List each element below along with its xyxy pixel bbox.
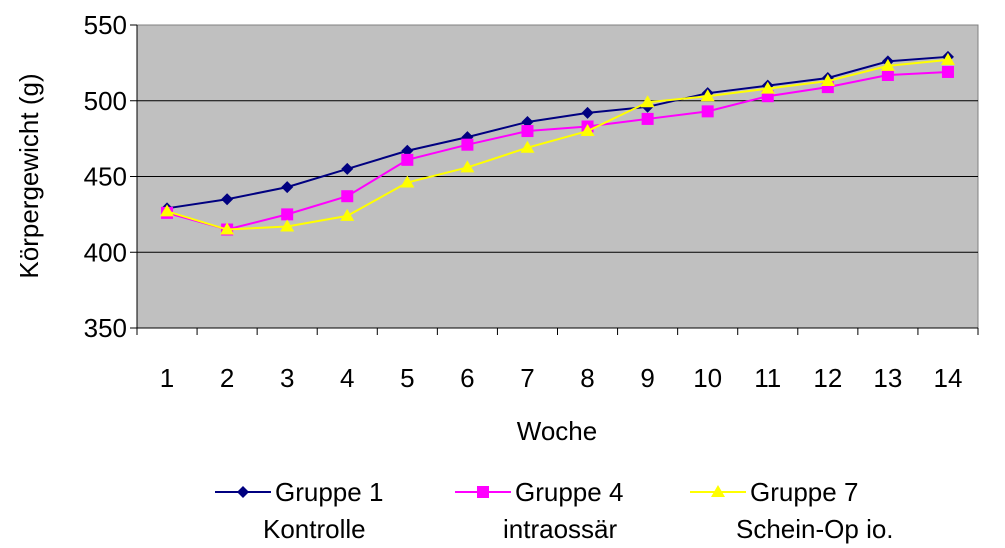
x-tick-label: 1: [160, 363, 174, 393]
data-point-square: [341, 190, 354, 203]
x-tick-label: 3: [280, 363, 294, 393]
legend-item: Gruppe 7 Schein-Op io.: [690, 477, 894, 544]
y-axis-label: Körpergewicht (g): [14, 73, 44, 278]
data-point-triangle: [760, 81, 775, 94]
gridlines: [137, 100, 978, 253]
legend-label: Gruppe 4 intraossär: [503, 477, 623, 544]
data-point-square: [477, 486, 489, 498]
x-tick-label: 5: [400, 363, 414, 393]
x-tick-label: 9: [640, 363, 654, 393]
series-line: [166, 58, 949, 231]
data-point-square: [281, 208, 294, 221]
series-3: [160, 52, 955, 235]
series-line: [166, 70, 949, 231]
data-point-triangle: [640, 95, 655, 108]
legend-item: Gruppe 4 intraossär: [455, 477, 623, 544]
data-point-triangle: [520, 140, 535, 153]
y-axis-ticks: 350 400 450 500 550: [84, 10, 137, 343]
legend-item: Gruppe 1 Kontrolle: [215, 477, 383, 544]
y-tick-label: 350: [84, 313, 127, 343]
data-point-triangle: [820, 74, 835, 87]
x-tick-label: 14: [934, 363, 963, 393]
data-point-triangle: [160, 204, 175, 217]
data-point-square: [941, 65, 954, 78]
data-point-triangle: [940, 52, 955, 65]
x-tick-label: 2: [220, 363, 234, 393]
data-point-triangle: [400, 175, 415, 188]
legend: Gruppe 1 Kontrolle Gruppe 4 intraossär Grupp…: [215, 477, 894, 544]
x-axis-ticks: 1 2 3 4 5 6 7 8 9 10 11 12 13 14: [136, 328, 979, 393]
data-point-square: [641, 112, 654, 125]
data-point-diamond: [281, 181, 294, 194]
x-tick-label: 11: [754, 363, 781, 393]
x-tick-label: 6: [460, 363, 474, 393]
data-point-triangle: [220, 222, 235, 235]
x-tick-label: 4: [340, 363, 354, 393]
y-tick-label: 450: [84, 162, 127, 192]
data-point-triangle: [711, 485, 725, 497]
x-tick-label: 12: [813, 363, 842, 393]
y-tick-label: 400: [84, 237, 127, 267]
series-2: [161, 65, 954, 236]
data-point-diamond: [341, 162, 354, 175]
data-point-diamond: [237, 486, 249, 498]
series-group: [160, 50, 955, 236]
x-axis-label: Woche: [517, 416, 597, 446]
data-point-square: [461, 138, 474, 151]
data-point-triangle: [700, 89, 715, 102]
data-point-triangle: [280, 219, 295, 232]
x-tick-label: 10: [693, 363, 722, 393]
legend-label: Gruppe 1 Kontrolle: [263, 477, 383, 544]
data-point-square: [521, 125, 534, 138]
y-tick-label: 550: [84, 10, 127, 40]
data-point-square: [401, 153, 414, 166]
y-tick-label: 500: [84, 86, 127, 116]
data-point-diamond: [581, 106, 594, 119]
legend-label: Gruppe 7 Schein-Op io.: [736, 477, 894, 544]
data-point-square: [701, 105, 714, 118]
x-tick-label: 8: [580, 363, 594, 393]
data-point-diamond: [401, 144, 414, 157]
data-point-triangle: [460, 160, 475, 173]
data-point-triangle: [340, 208, 355, 221]
x-tick-label: 7: [520, 363, 534, 393]
data-point-triangle: [880, 58, 895, 71]
series-line: [166, 55, 949, 210]
data-point-diamond: [521, 115, 534, 128]
data-point-diamond: [221, 193, 234, 206]
x-tick-label: 13: [873, 363, 902, 393]
data-point-square: [881, 68, 894, 81]
data-point-triangle: [580, 124, 595, 137]
